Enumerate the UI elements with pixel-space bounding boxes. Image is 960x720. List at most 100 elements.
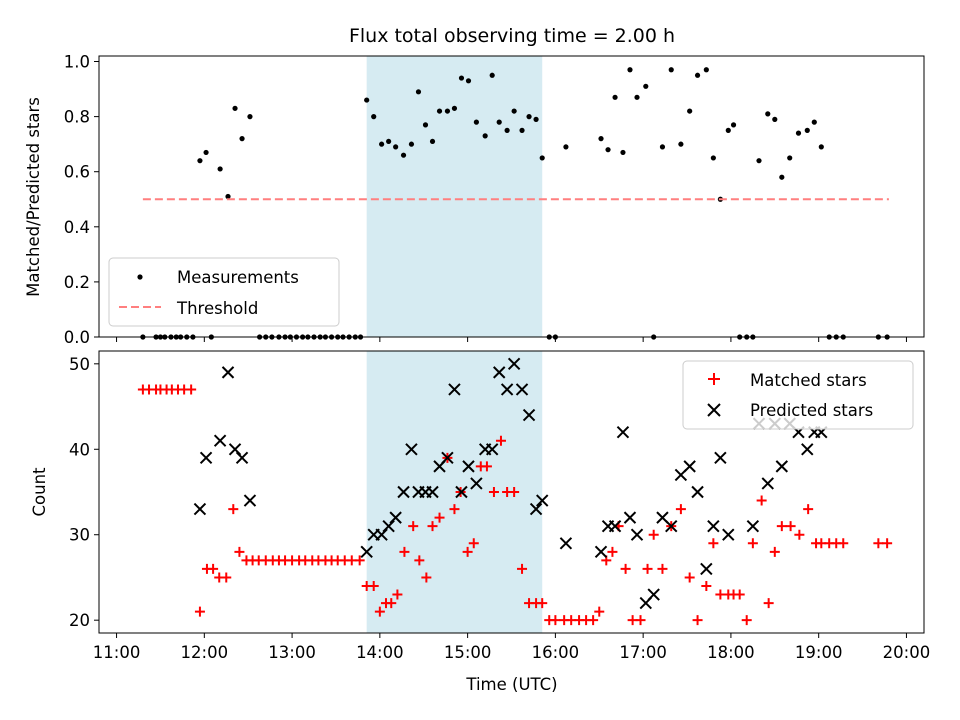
matched-stars-point xyxy=(763,598,774,609)
matched-stars-point xyxy=(354,555,365,566)
predicted-stars-point xyxy=(647,588,660,601)
predicted-stars-point xyxy=(235,451,249,465)
predicted-stars-point xyxy=(522,408,536,422)
predicted-stars-point xyxy=(775,460,789,473)
matched-stars-point xyxy=(449,504,460,515)
y-tick-label: 0.8 xyxy=(64,108,90,127)
legend-matched-label: Matched stars xyxy=(750,371,867,390)
measurement-point xyxy=(489,72,495,78)
matched-stars-point xyxy=(186,384,197,395)
matched-stars-point xyxy=(838,538,849,549)
matched-stars-point xyxy=(234,546,245,557)
y-tick-label: 0.4 xyxy=(64,218,90,237)
matched-stars-point xyxy=(368,581,379,591)
measurement-point xyxy=(533,116,539,122)
measurement-point xyxy=(730,122,737,128)
y-tick-label: 50 xyxy=(69,355,90,374)
measurement-point xyxy=(804,127,810,133)
measurement-point xyxy=(710,155,716,161)
measurement-point xyxy=(643,83,649,89)
predicted-stars-point xyxy=(426,485,439,499)
legend-measurements-marker xyxy=(137,274,143,280)
predicted-stars-point xyxy=(397,485,410,499)
measurement-point xyxy=(811,119,817,125)
matched-stars-point xyxy=(550,615,561,626)
measurement-point xyxy=(436,108,443,114)
x-tick-label: 11:00 xyxy=(93,643,141,662)
matched-stars-point xyxy=(194,606,205,617)
predicted-stars-point xyxy=(623,511,637,524)
legend-predicted-marker xyxy=(707,403,721,417)
measurement-point xyxy=(247,114,253,120)
matched-stars-point xyxy=(509,487,520,497)
measurement-point xyxy=(473,119,479,125)
measurement-point xyxy=(756,158,762,164)
predicted-stars-point xyxy=(691,485,704,499)
x-tick-label: 14:00 xyxy=(356,643,404,662)
x-axis-label: Time (UTC) xyxy=(465,675,557,694)
predicted-stars-point xyxy=(360,545,373,559)
measurement-point xyxy=(197,158,203,164)
matched-stars-point xyxy=(588,615,599,626)
matched-stars-point xyxy=(392,589,403,600)
measurement-point xyxy=(408,141,415,147)
matched-stars-point xyxy=(462,546,473,557)
legend-predicted-label: Predicted stars xyxy=(750,401,873,420)
measurement-point xyxy=(627,67,633,73)
predicted-stars-point xyxy=(455,485,468,499)
predicted-stars-point xyxy=(630,528,644,541)
y-tick-label: 0.6 xyxy=(64,163,90,182)
matched-stars-point xyxy=(408,521,419,532)
measurement-point xyxy=(687,108,693,114)
y-tick-label: 1.0 xyxy=(64,53,90,72)
measurement-point xyxy=(605,147,611,153)
matched-stars-point xyxy=(208,563,219,574)
counts-legend-box xyxy=(682,360,914,430)
matched-stars-point xyxy=(399,546,410,557)
predicted-stars-point xyxy=(746,519,760,533)
measurement-point xyxy=(465,78,472,84)
predicted-stars-point xyxy=(375,528,388,541)
predicted-stars-point xyxy=(616,425,630,439)
measurement-point xyxy=(482,133,488,139)
measurement-point xyxy=(386,138,392,145)
predicted-stars-point xyxy=(448,383,461,396)
measurement-point xyxy=(203,149,209,156)
matched-stars-point xyxy=(882,538,893,549)
measurement-point xyxy=(451,105,458,111)
matched-stars-point xyxy=(495,435,506,446)
x-tick-label: 19:00 xyxy=(795,643,843,662)
measurement-point xyxy=(694,72,701,78)
predicted-stars-point xyxy=(594,545,608,559)
ratio-y-axis-label: Matched/Predicted stars xyxy=(24,97,43,297)
predicted-stars-point xyxy=(608,519,622,533)
predicted-stars-point xyxy=(243,494,257,507)
observing-window-span xyxy=(366,56,543,337)
predicted-stars-point xyxy=(722,528,735,541)
matched-stars-point xyxy=(221,572,232,583)
ratio-legend: Measurements Threshold xyxy=(108,257,340,327)
predicted-stars-point xyxy=(470,477,483,490)
matched-stars-point xyxy=(427,521,438,532)
measurement-point xyxy=(772,116,778,122)
measurement-point xyxy=(511,108,517,114)
matched-stars-point xyxy=(620,563,631,574)
matched-stars-point xyxy=(692,615,703,626)
counts-panel-frame xyxy=(98,350,925,634)
predicted-stars-point xyxy=(700,562,713,576)
measurement-point xyxy=(239,136,245,142)
x-tick-label: 13:00 xyxy=(268,643,316,662)
matched-stars-point xyxy=(481,461,492,472)
matched-stars-point xyxy=(421,572,432,583)
counts-panel: 20 30 40 50 11:00 12:00 13:00 14:00 15:00 16:00 1… xyxy=(30,350,930,694)
y-tick-label: 30 xyxy=(69,526,90,545)
predicted-stars-point xyxy=(529,502,543,516)
measurement-point xyxy=(765,111,771,117)
matched-stars-point xyxy=(228,504,239,515)
measurement-point xyxy=(526,114,532,120)
y-tick-label: 20 xyxy=(69,611,90,630)
matched-stars-point xyxy=(734,589,745,600)
predicted-stars-point xyxy=(199,451,213,465)
matched-stars-point xyxy=(434,512,445,523)
